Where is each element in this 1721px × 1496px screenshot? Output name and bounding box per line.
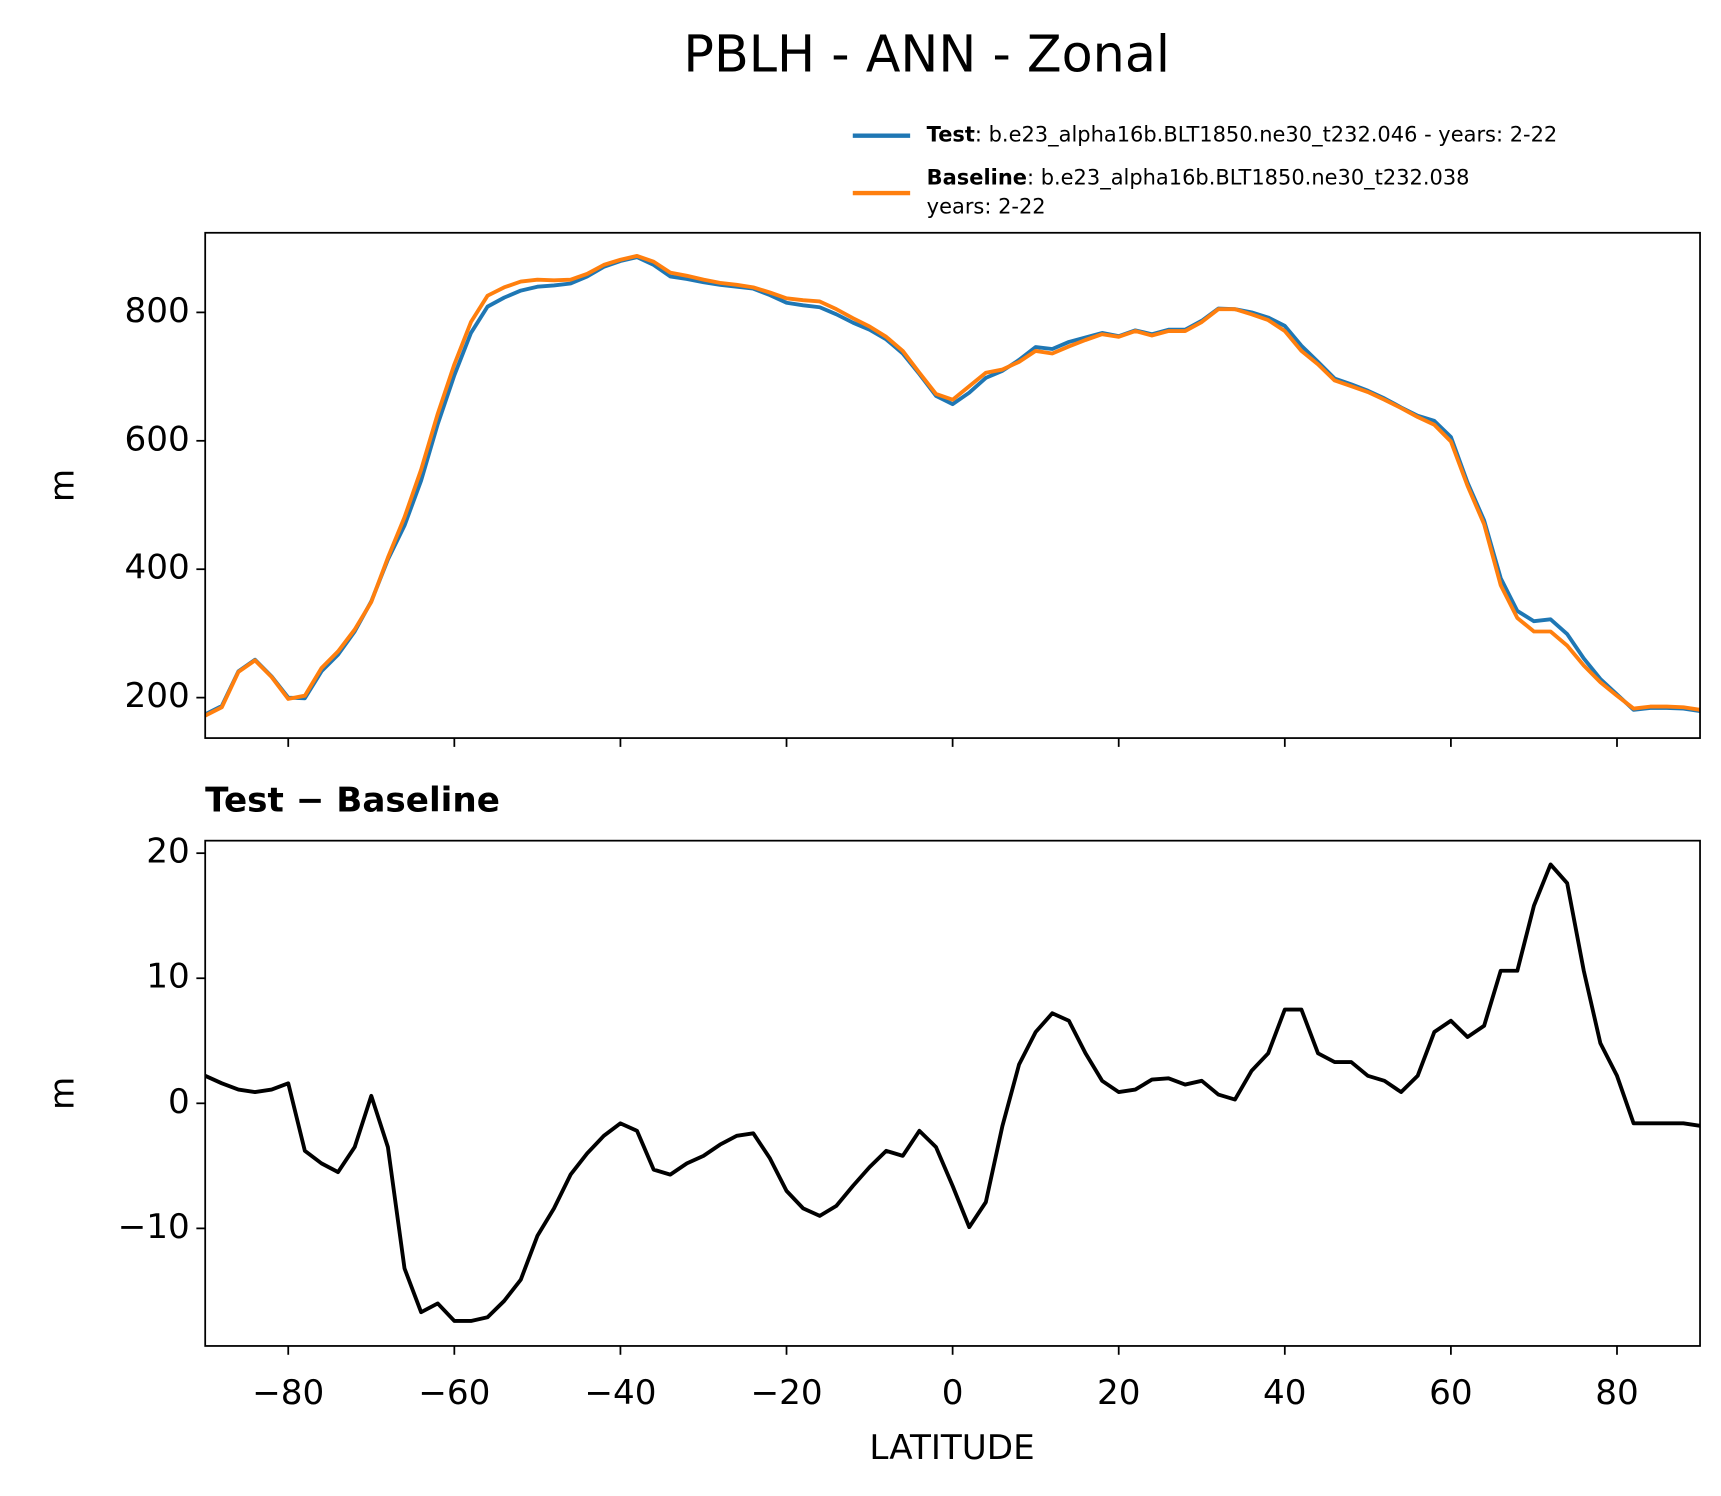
x-tick-label: −60 <box>418 1373 490 1413</box>
legend-entry: Baseline: b.e23_alpha16b.BLT1850.ne30_t2… <box>927 166 1470 191</box>
x-tick-label: 60 <box>1429 1373 1473 1413</box>
y-tick-label: 600 <box>124 419 189 459</box>
y-tick-label: 200 <box>124 676 189 716</box>
y-tick-label: −10 <box>118 1207 190 1247</box>
data-line <box>205 253 1701 718</box>
x-tick-label: 40 <box>1263 1373 1307 1413</box>
legend-name: Test <box>927 123 975 147</box>
y-tick-label: 400 <box>124 548 189 588</box>
axes-frame <box>204 839 1701 1347</box>
x-axis-label: LATITUDE <box>869 1428 1034 1468</box>
y-tick-label: 20 <box>146 832 190 872</box>
y-axis-label: m <box>42 469 82 502</box>
axes-frame <box>204 231 1701 739</box>
data-line <box>205 862 1701 1323</box>
legend-label: : b.e23_alpha16b.BLT1850.ne30_t232.038 <box>1027 166 1470 191</box>
x-tick-label: 80 <box>1595 1373 1639 1413</box>
x-tick-label: 20 <box>1097 1373 1141 1413</box>
x-tick-label: −40 <box>584 1373 656 1413</box>
figure-title: PBLH - ANN - Zonal <box>683 24 1170 83</box>
y-tick-label: 0 <box>168 1082 190 1122</box>
x-tick-label: 0 <box>942 1373 964 1413</box>
legend-entry: years: 2-22 <box>927 194 1046 218</box>
legend-name: Baseline <box>927 166 1027 190</box>
y-tick-label: 10 <box>146 957 190 997</box>
legend-label: years: 2-22 <box>927 194 1046 218</box>
legend-entry: Test: b.e23_alpha16b.BLT1850.ne30_t232.0… <box>927 123 1558 148</box>
panel-title: Test − Baseline <box>205 781 500 821</box>
legend-label: : b.e23_alpha16b.BLT1850.ne30_t232.046 -… <box>975 123 1557 148</box>
x-tick-label: −20 <box>750 1373 822 1413</box>
data-line <box>205 255 1701 717</box>
y-axis-label: m <box>42 1077 82 1110</box>
x-tick-label: −80 <box>252 1373 324 1413</box>
y-tick-label: 800 <box>124 291 189 331</box>
